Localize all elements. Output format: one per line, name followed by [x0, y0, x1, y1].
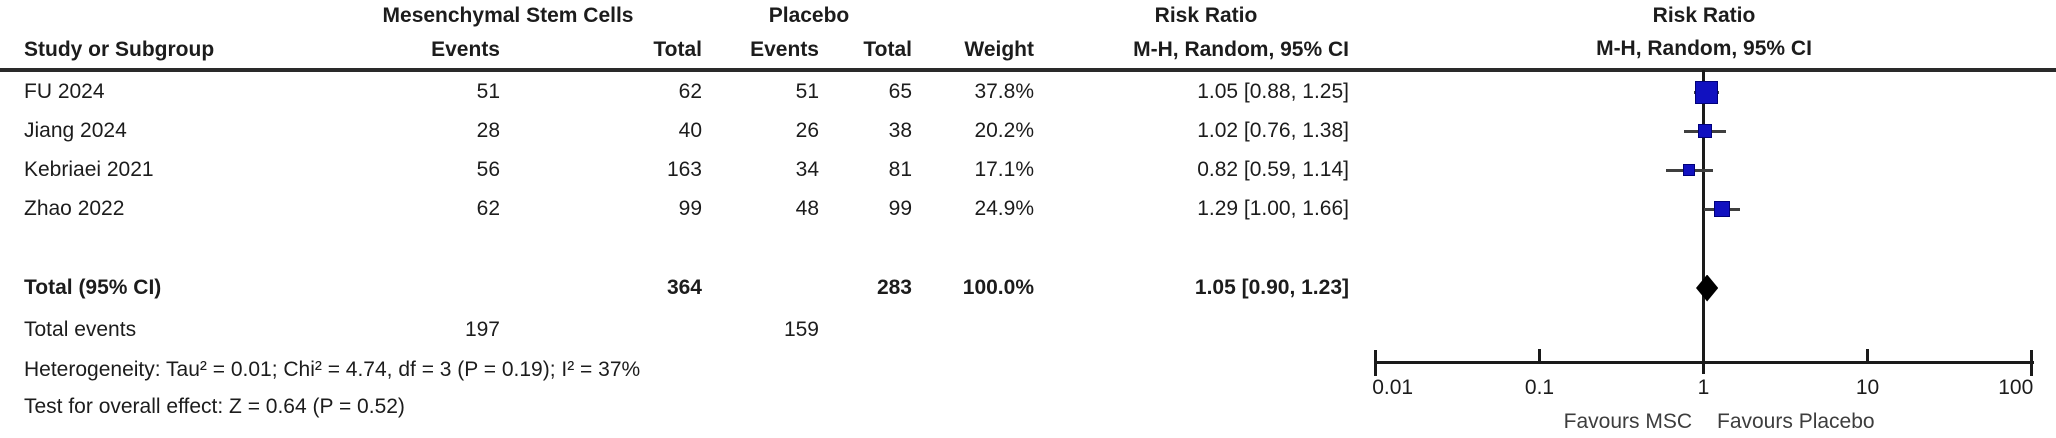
table-row: Kebriaei 2021 56 163 34 81 17.1% 0.82 [0…: [0, 157, 1400, 183]
msc-events: 56: [476, 158, 500, 181]
rr-ci-value: 0.82 [0.59, 1.14]: [1197, 158, 1349, 181]
weight-value: 37.8%: [974, 80, 1034, 103]
axis-tick: [1866, 349, 1869, 362]
study-name: Kebriaei 2021: [24, 158, 154, 181]
weight-value: 24.9%: [974, 197, 1034, 220]
x-axis: [1375, 361, 2034, 364]
study-column-header: Study or Subgroup: [24, 38, 215, 61]
placebo-total-column-header: Total: [863, 38, 912, 61]
total-row: Total (95% CI) 364 283 100.0% 1.05 [0.90…: [0, 275, 1400, 301]
msc-total: 163: [666, 158, 702, 181]
axis-tick: [1702, 349, 1705, 362]
table-row: Jiang 2024 28 40 26 38 20.2% 1.02 [0.76,…: [0, 118, 1400, 144]
study-marker: [1697, 124, 1712, 138]
placebo-total: 99: [888, 197, 912, 220]
study-name: Zhao 2022: [24, 197, 125, 220]
favours-left-label: Favours MSC: [1563, 410, 1692, 433]
study-marker: [1713, 201, 1730, 217]
header-rule: [0, 68, 2056, 72]
mh-ci-plot-header: M-H, Random, 95% CI: [1596, 37, 1812, 60]
msc-total: 62: [678, 80, 702, 103]
mh-ci-column-header: M-H, Random, 95% CI: [1133, 38, 1349, 61]
placebo-events-column-header: Events: [750, 38, 819, 61]
msc-total-column-header: Total: [653, 38, 702, 61]
weight-value: 20.2%: [974, 119, 1034, 142]
placebo-events: 26: [795, 119, 819, 142]
rr-ci-value: 1.05 [0.88, 1.25]: [1197, 80, 1349, 103]
msc-events: 62: [476, 197, 500, 220]
heterogeneity-text: Heterogeneity: Tau² = 0.01; Chi² = 4.74,…: [24, 358, 641, 381]
total-events-label: Total events: [24, 318, 137, 341]
msc-group-header: Mesenchymal Stem Cells: [382, 4, 634, 27]
study-marker: [1695, 80, 1719, 104]
placebo-total: 65: [888, 80, 912, 103]
msc-events: 28: [476, 119, 500, 142]
msc-total: 40: [678, 119, 702, 142]
axis-tick-label: 0.01: [1372, 376, 1414, 399]
summary-diamond: [1695, 274, 1719, 302]
placebo-group-header: Placebo: [768, 4, 850, 27]
rr-ci-value: 1.29 [1.00, 1.66]: [1197, 197, 1349, 220]
axis-tick-label: 0.1: [1524, 376, 1555, 399]
total-events-msc: 197: [464, 318, 500, 341]
overall-effect-text: Test for overall effect: Z = 0.64 (P = 0…: [24, 395, 405, 418]
rr-ci-value: 1.02 [0.76, 1.38]: [1197, 119, 1349, 142]
column-header-row: Study or Subgroup Events Total Events To…: [0, 37, 1400, 63]
total-label: Total (95% CI): [24, 276, 162, 299]
study-name: Jiang 2024: [24, 119, 127, 142]
total-events-placebo: 159: [783, 318, 819, 341]
weight-column-header: Weight: [964, 38, 1034, 61]
placebo-total: 81: [888, 158, 912, 181]
favours-right-label: Favours Placebo: [1717, 410, 1875, 433]
axis-tick-label: 100: [1998, 376, 2034, 399]
msc-events: 51: [476, 80, 500, 103]
axis-tick: [1374, 350, 1377, 376]
study-name: FU 2024: [24, 80, 105, 103]
msc-events-column-header: Events: [431, 38, 500, 61]
axis-tick-label: 1: [1697, 376, 1710, 399]
placebo-events: 48: [795, 197, 819, 220]
placebo-events: 34: [795, 158, 819, 181]
total-rr-ci: 1.05 [0.90, 1.23]: [1194, 276, 1349, 299]
total-weight: 100.0%: [962, 276, 1034, 299]
total-placebo-total: 283: [876, 276, 912, 299]
table-row: Zhao 2022 62 99 48 99 24.9% 1.29 [1.00, …: [0, 196, 1400, 222]
risk-ratio-column-header: Risk Ratio: [1154, 4, 1258, 27]
study-marker: [1683, 164, 1696, 176]
weight-value: 17.1%: [974, 158, 1034, 181]
null-effect-line: [1702, 70, 1705, 374]
axis-tick: [2030, 350, 2033, 376]
msc-total: 99: [678, 197, 702, 220]
placebo-events: 51: [795, 80, 819, 103]
total-events-row: Total events 197 159: [0, 317, 1400, 343]
axis-tick: [1538, 349, 1541, 362]
axis-tick-label: 10: [1855, 376, 1880, 399]
placebo-total: 38: [888, 119, 912, 142]
table-row: FU 2024 51 62 51 65 37.8% 1.05 [0.88, 1.…: [0, 79, 1400, 105]
risk-ratio-plot-header: Risk Ratio: [1652, 4, 1756, 27]
total-msc-total: 364: [666, 276, 702, 299]
